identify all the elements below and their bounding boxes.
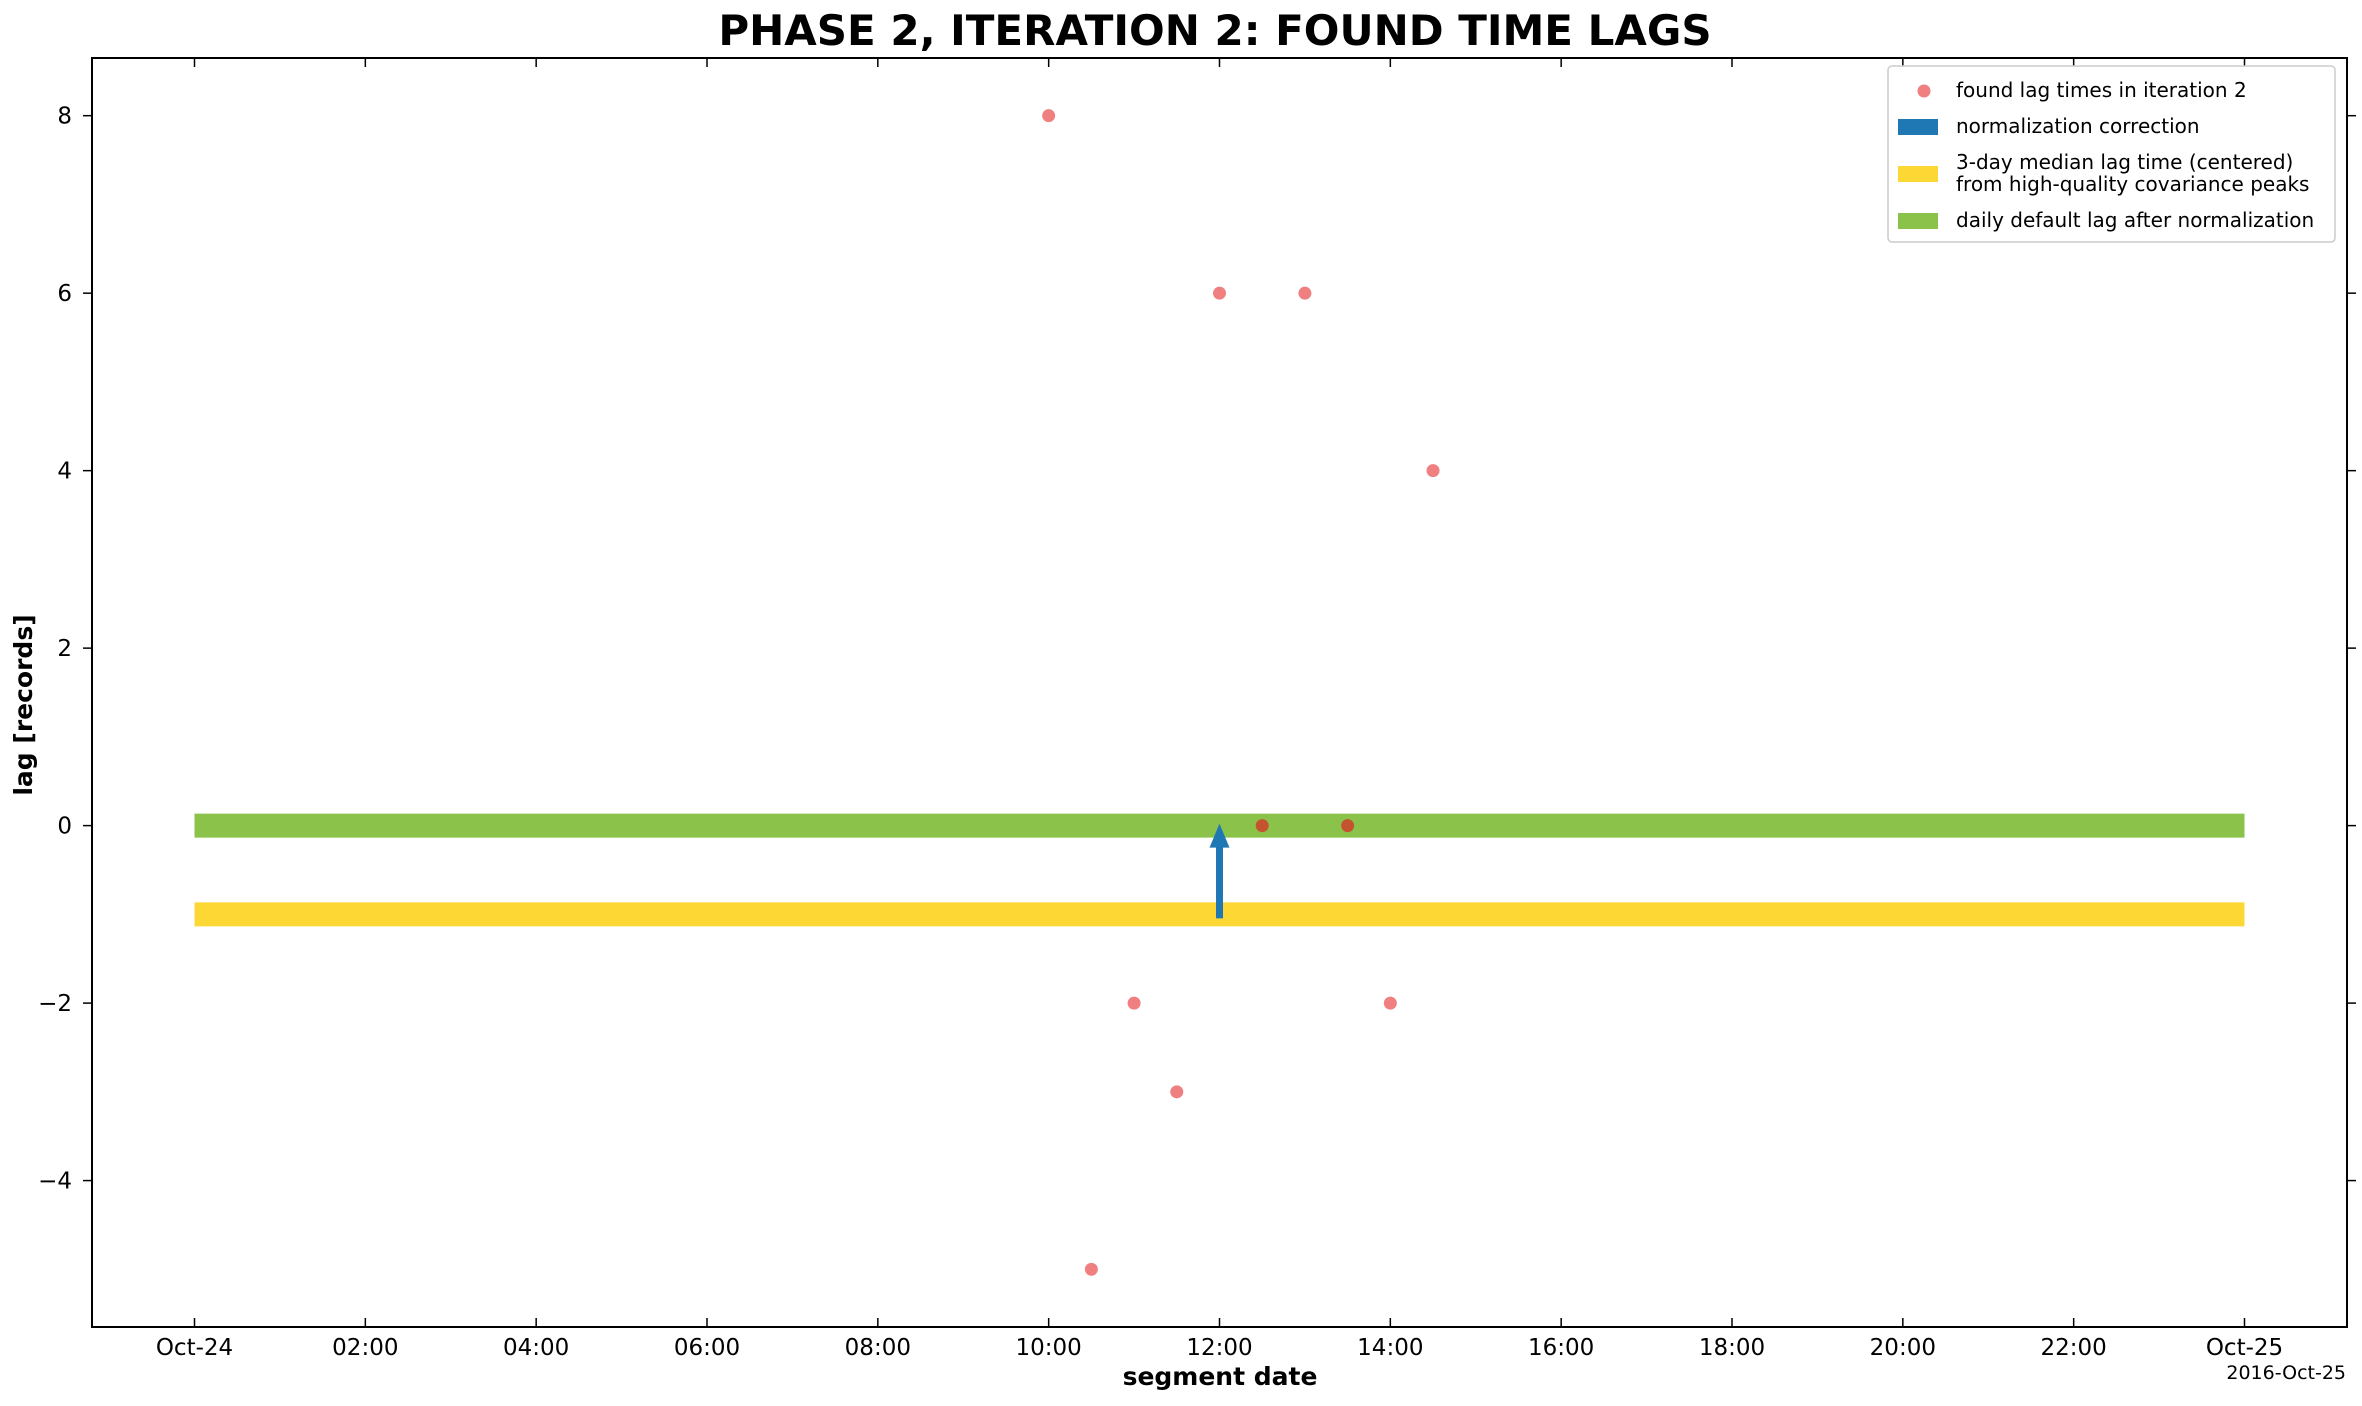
y-axis-label: lag [records] [9,614,38,795]
data-point-5 [1255,819,1269,833]
y-tick-label-6: −4 [38,1169,72,1195]
legend-label-3-0: daily default lag after normalization [1956,208,2314,232]
legend-marker-1 [1898,119,1938,135]
y-tick-label-3: 2 [57,636,72,662]
x-tick-label-1: 02:00 [332,1335,398,1361]
x-tick-label-7: 14:00 [1357,1335,1423,1361]
x-tick-label-9: 18:00 [1699,1335,1765,1361]
x-tick-label-10: 20:00 [1870,1335,1936,1361]
plot-area: Oct-24 02:00 04:00 06:00 08:00 10:00 12:00 14:0… [38,57,2356,1361]
data-point-8 [1383,996,1397,1010]
correction-arrow-head-0 [1209,823,1230,848]
y-tick-label-1: 6 [57,281,72,307]
x-tick-label-0: Oct-24 [156,1335,233,1361]
data-point-2 [1127,996,1141,1010]
x-tick-label-8: 16:00 [1528,1335,1594,1361]
legend-label-0-0: found lag times in iteration 2 [1956,78,2247,102]
data-point-4 [1213,286,1226,300]
x-tick-label-5: 10:00 [1016,1335,1082,1361]
data-point-7 [1341,819,1355,833]
legend-box [1887,65,2336,243]
legend: found lag times in iteration 2 normalizat… [1887,65,2336,243]
x-offset-label: 2016-Oct-25 [2226,1362,2346,1384]
legend-marker-2 [1898,166,1938,182]
legend-marker-0 [1917,84,1931,98]
legend-label-2-0: 3-day median lag time (centered) [1956,150,2293,174]
data-point-1 [1084,1262,1098,1276]
data-point-0 [1042,109,1056,123]
x-axis-label: segment date [1123,1362,1318,1391]
x-tick-label-11: 22:00 [2041,1335,2107,1361]
x-tick-label-6: 12:00 [1186,1335,1252,1361]
data-point-6 [1298,286,1312,300]
chart-title: PHASE 2, ITERATION 2: FOUND TIME LAGS [718,6,1711,55]
y-tick-label-5: −2 [38,991,72,1017]
legend-label-2-1: from high-quality covariance peaks [1956,172,2309,196]
x-tick-label-12: Oct-25 [2206,1335,2283,1361]
x-tick-label-3: 06:00 [674,1335,740,1361]
legend-label-1-0: normalization correction [1956,114,2200,138]
data-point-9 [1426,464,1440,478]
plot-frame [91,57,2348,1328]
data-point-3 [1170,1085,1184,1099]
y-tick-label-2: 4 [57,459,72,485]
x-tick-label-4: 08:00 [845,1335,911,1361]
y-tick-label-0: 8 [57,104,72,130]
legend-marker-3 [1898,213,1938,229]
y-tick-label-4: 0 [57,814,72,840]
x-tick-label-2: 04:00 [503,1335,569,1361]
